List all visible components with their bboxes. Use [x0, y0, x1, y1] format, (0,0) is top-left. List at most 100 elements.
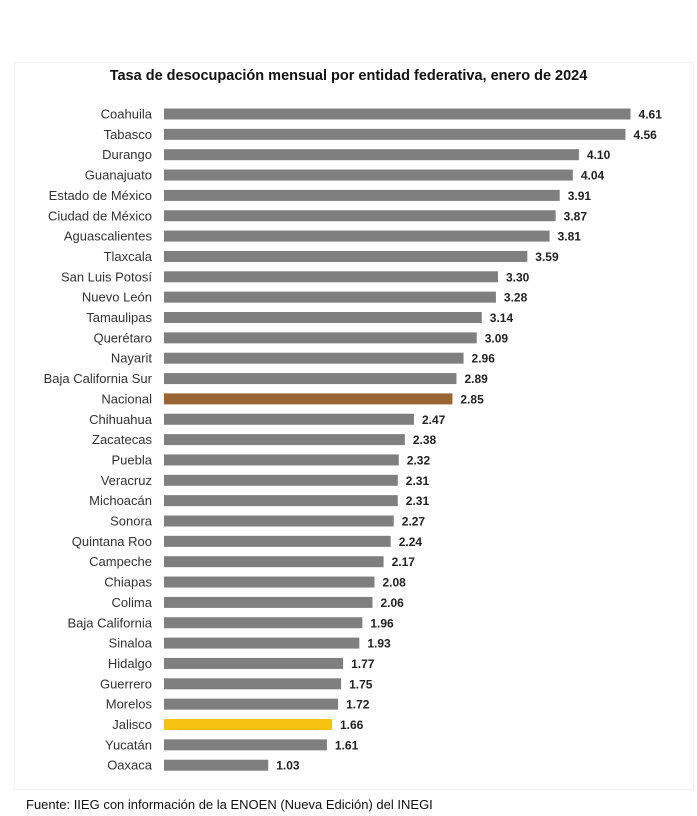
bar-veracruz	[164, 474, 398, 486]
bar-nuevo-leon	[164, 291, 496, 303]
category-label-nuevo-leon: Nuevo León	[82, 290, 152, 305]
value-label-quintana-roo: 2.24	[399, 535, 423, 549]
bar-tabasco	[164, 128, 626, 140]
bar-sonora	[164, 515, 394, 527]
bar-sinaloa	[164, 637, 360, 649]
bar-chiapas	[164, 576, 375, 588]
value-label-baja-california-sur: 2.89	[464, 372, 488, 386]
value-label-durango: 4.10	[587, 148, 611, 162]
category-label-tabasco: Tabasco	[104, 127, 152, 142]
value-label-guanajuato: 4.04	[581, 169, 605, 183]
category-label-coahuila: Coahuila	[101, 107, 153, 122]
value-label-san-luis-potosi: 3.30	[506, 270, 530, 284]
value-label-tamaulipas: 3.14	[490, 311, 514, 325]
category-label-chihuahua: Chihuahua	[89, 412, 153, 427]
bar-guanajuato	[164, 169, 573, 181]
value-label-oaxaca: 1.03	[276, 759, 300, 773]
bar-aguascalientes	[164, 230, 550, 242]
value-label-guerrero: 1.75	[349, 677, 373, 691]
bar-baja-california-sur	[164, 373, 457, 385]
bar-morelos	[164, 698, 339, 710]
value-label-campeche: 2.17	[392, 555, 416, 569]
category-label-baja-california-sur: Baja California Sur	[44, 371, 153, 386]
category-label-colima: Colima	[112, 595, 153, 610]
category-label-yucatan: Yucatán	[105, 737, 152, 752]
value-label-aguascalientes: 3.81	[558, 230, 582, 244]
category-label-sinaloa: Sinaloa	[109, 636, 153, 651]
value-label-michoacan: 2.31	[406, 494, 430, 508]
value-label-morelos: 1.72	[346, 698, 370, 712]
bar-durango	[164, 149, 579, 161]
category-label-nayarit: Nayarit	[111, 351, 153, 366]
category-label-aguascalientes: Aguascalientes	[64, 229, 153, 244]
value-label-tlaxcala: 3.59	[535, 250, 559, 264]
category-label-guerrero: Guerrero	[100, 676, 152, 691]
value-label-coahuila: 4.61	[639, 108, 663, 122]
value-label-zacatecas: 2.38	[413, 433, 437, 447]
value-label-nuevo-leon: 3.28	[504, 291, 528, 305]
category-label-sonora: Sonora	[110, 514, 153, 529]
bar-quintana-roo	[164, 535, 391, 547]
value-label-baja-california: 1.96	[370, 616, 394, 630]
bar-oaxaca	[164, 759, 269, 771]
category-label-hidalgo: Hidalgo	[108, 656, 152, 671]
value-label-tabasco: 4.56	[633, 128, 657, 142]
bar-san-luis-potosi	[164, 271, 498, 283]
bar-baja-california	[164, 617, 363, 629]
value-label-chiapas: 2.08	[382, 576, 406, 590]
bar-queretaro	[164, 332, 477, 344]
value-label-jalisco: 1.66	[340, 718, 364, 732]
value-label-nacional: 2.85	[460, 392, 484, 406]
category-label-queretaro: Querétaro	[93, 330, 152, 345]
category-label-tlaxcala: Tlaxcala	[104, 249, 153, 264]
value-label-sinaloa: 1.93	[367, 637, 391, 651]
category-label-michoacan: Michoacán	[89, 493, 152, 508]
category-label-jalisco: Jalisco	[112, 717, 152, 732]
bar-estado-de-mexico	[164, 189, 560, 201]
value-label-queretaro: 3.09	[485, 331, 509, 345]
chart-frame	[14, 62, 694, 790]
bar-zacatecas	[164, 434, 405, 446]
category-label-puebla: Puebla	[112, 452, 153, 467]
category-label-durango: Durango	[102, 147, 152, 162]
category-label-nacional: Nacional	[101, 391, 152, 406]
category-label-veracruz: Veracruz	[101, 473, 152, 488]
bar-chihuahua	[164, 413, 414, 425]
value-label-chihuahua: 2.47	[422, 413, 446, 427]
category-label-estado-de-mexico: Estado de México	[49, 188, 152, 203]
category-label-oaxaca: Oaxaca	[107, 758, 153, 773]
bar-nacional	[164, 393, 453, 405]
bar-puebla	[164, 454, 399, 466]
value-label-nayarit: 2.96	[472, 352, 496, 366]
bar-hidalgo	[164, 657, 344, 669]
category-label-tamaulipas: Tamaulipas	[86, 310, 152, 325]
bar-campeche	[164, 556, 384, 568]
bar-tlaxcala	[164, 250, 528, 262]
value-label-sonora: 2.27	[402, 515, 426, 529]
category-label-zacatecas: Zacatecas	[92, 432, 152, 447]
bar-colima	[164, 596, 373, 608]
bar-ciudad-de-mexico	[164, 210, 556, 222]
category-label-campeche: Campeche	[89, 554, 152, 569]
category-label-san-luis-potosi: San Luis Potosí	[61, 269, 152, 284]
category-label-baja-california: Baja California	[67, 615, 152, 630]
bar-guerrero	[164, 678, 342, 690]
value-label-colima: 2.06	[380, 596, 404, 610]
bar-jalisco	[164, 719, 332, 730]
bar-michoacan	[164, 495, 398, 507]
value-label-yucatan: 1.61	[335, 738, 359, 752]
bar-tamaulipas	[164, 312, 482, 323]
value-label-puebla: 2.32	[407, 453, 431, 467]
value-label-ciudad-de-mexico: 3.87	[564, 209, 588, 223]
bar-nayarit	[164, 352, 464, 364]
category-label-guanajuato: Guanajuato	[85, 168, 152, 183]
bar-chart: Coahuila 4.61 Tabasco 4.56 Durango 4.10 Guanaj…	[44, 107, 663, 773]
chart-title: Tasa de desocupación mensual por entidad…	[109, 68, 588, 84]
bar-yucatan	[164, 739, 327, 751]
value-label-veracruz: 2.31	[406, 474, 430, 488]
category-label-ciudad-de-mexico: Ciudad de México	[48, 208, 152, 223]
bar-coahuila	[164, 108, 631, 120]
category-label-morelos: Morelos	[106, 697, 153, 712]
category-label-chiapas: Chiapas	[104, 575, 152, 590]
source-note: Fuente: IIEG con información de la ENOEN…	[26, 797, 433, 812]
